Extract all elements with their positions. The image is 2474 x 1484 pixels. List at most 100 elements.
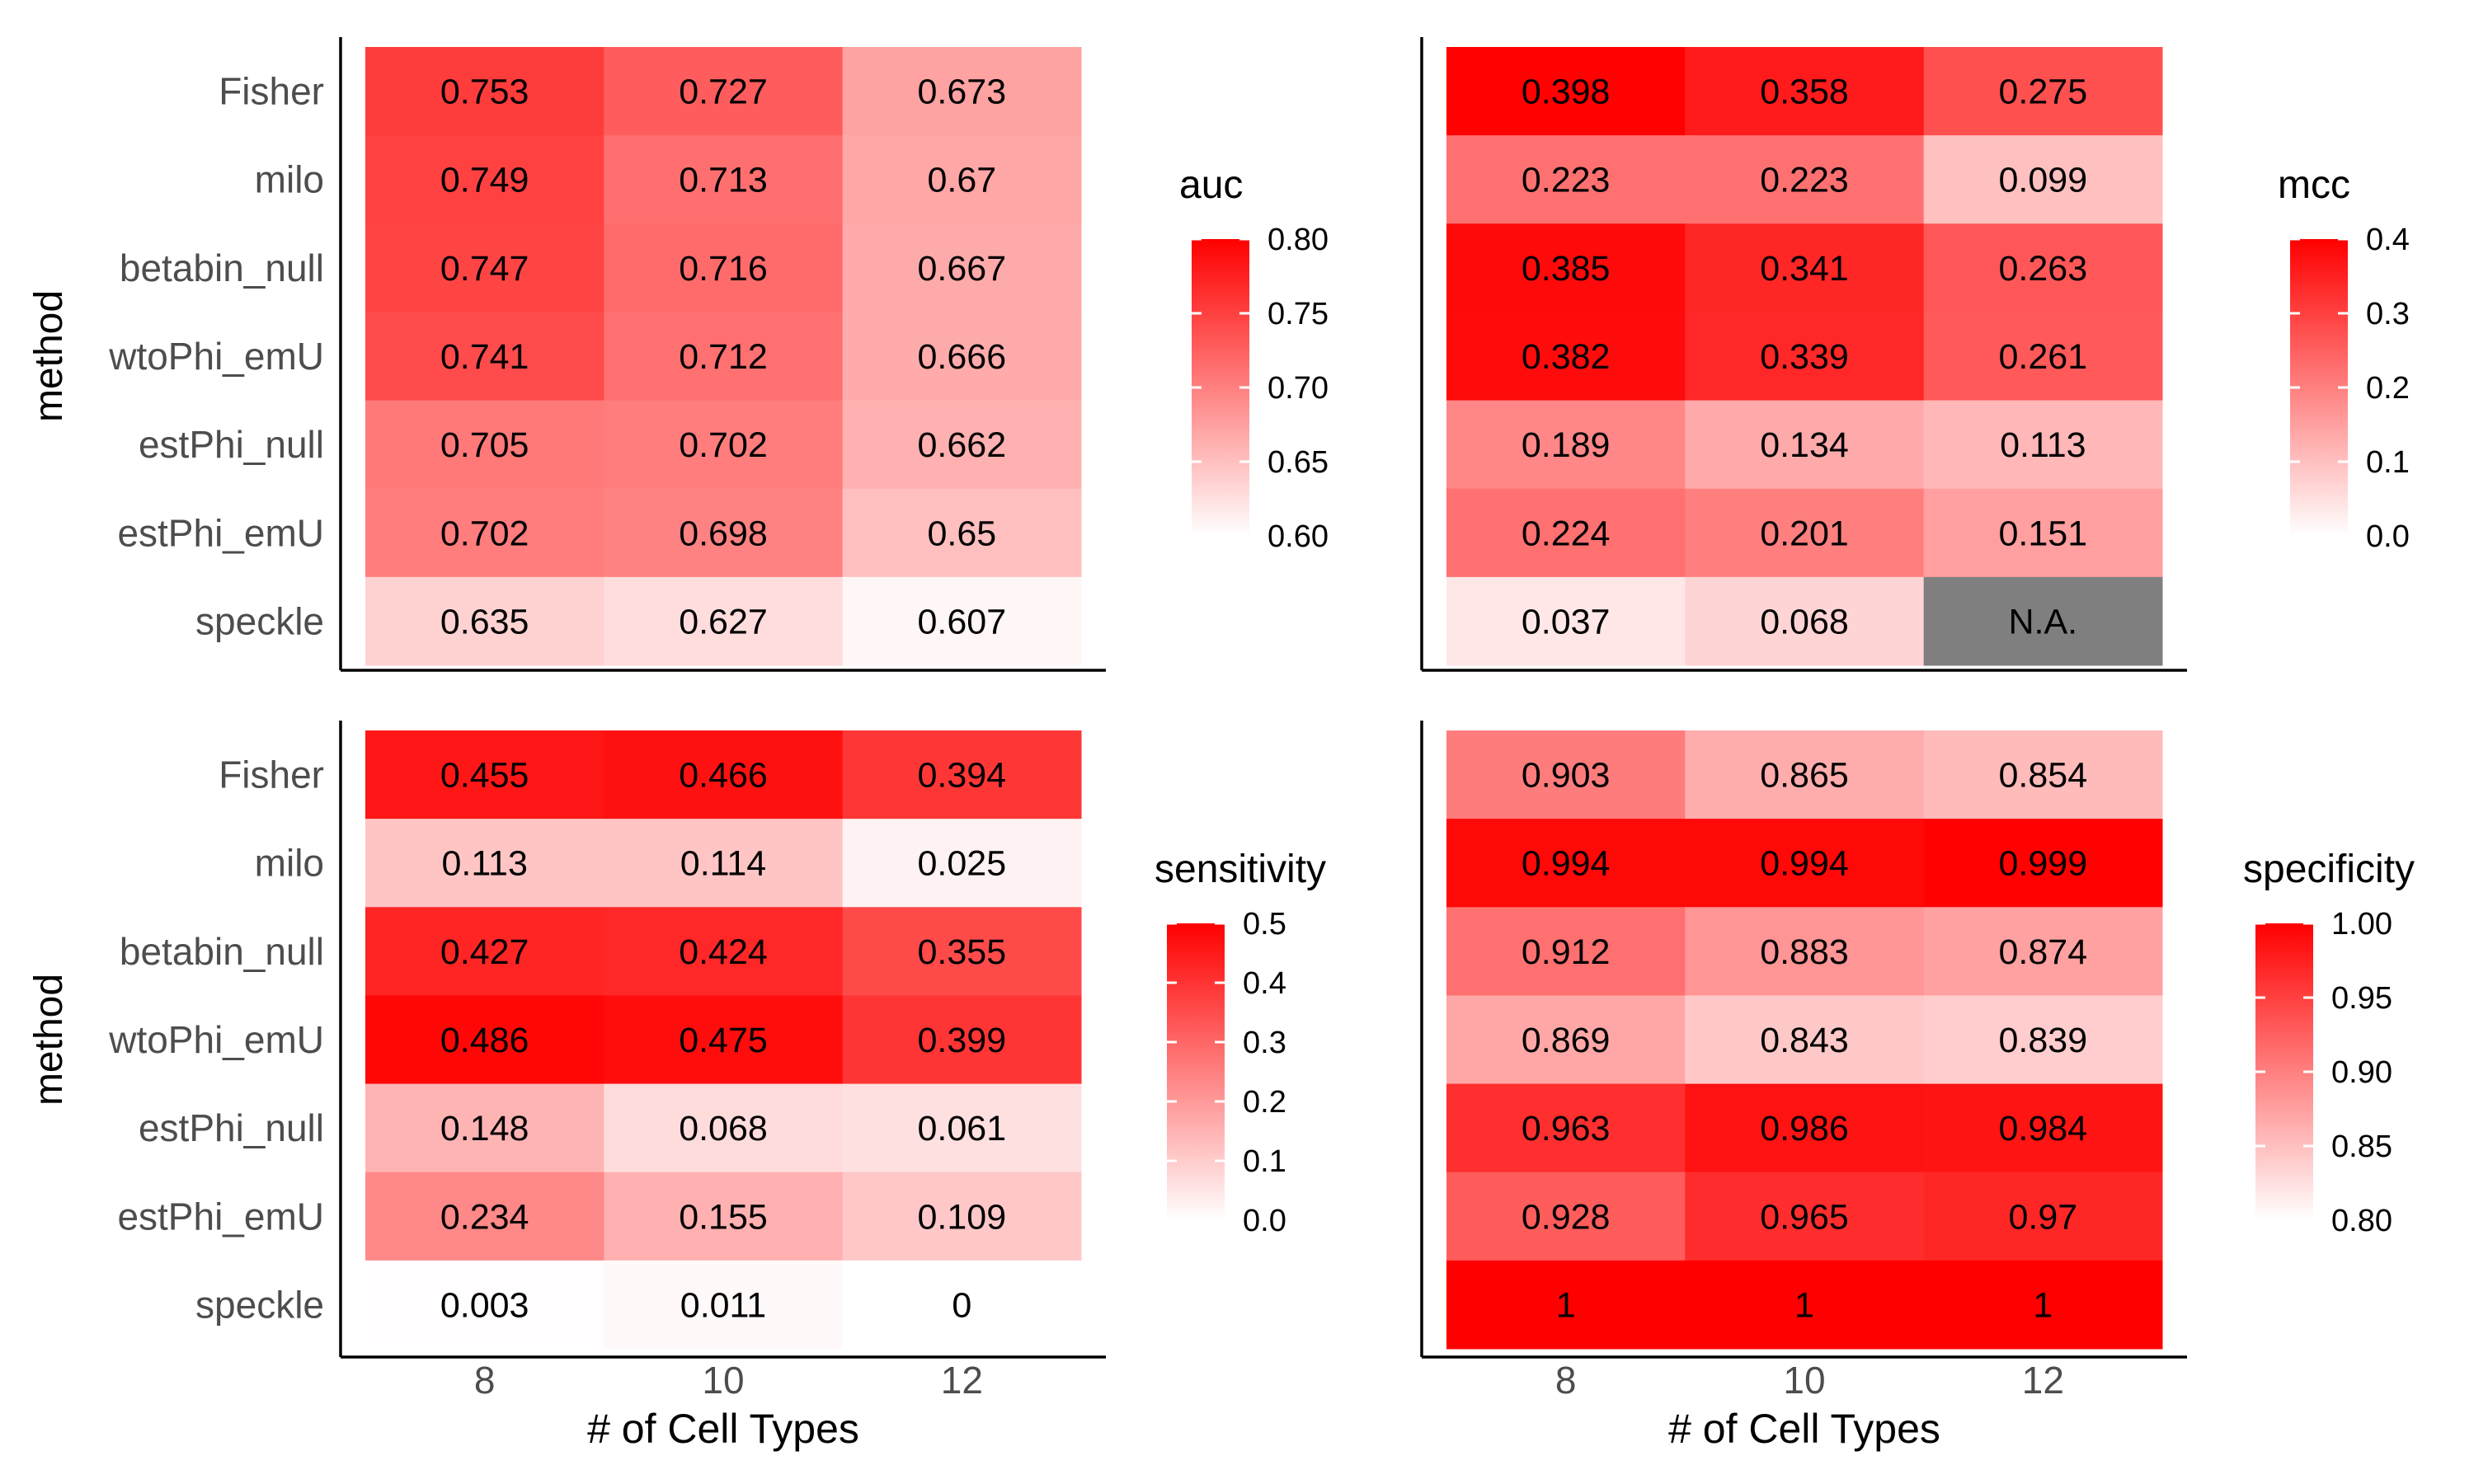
cell-value-label: 0	[952, 1285, 971, 1325]
heatmap-cell	[1685, 312, 1925, 402]
y-tick-label: wtoPhi_emU	[108, 335, 324, 378]
cell-value-label: 0.223	[1760, 161, 1849, 200]
heatmap-cell	[1923, 819, 2163, 908]
cell-value-label: 0.341	[1760, 249, 1849, 289]
cell-value-label: 0.713	[679, 161, 768, 200]
cell-value-label: 0.986	[1760, 1109, 1849, 1148]
heatmap-cell	[604, 576, 844, 666]
y-axis-title: method	[27, 974, 71, 1106]
heatmap-cell	[842, 1172, 1082, 1261]
cell-value-label: 0.134	[1760, 425, 1849, 465]
legend-tick-label: 0.85	[2331, 1129, 2392, 1164]
cell-value-label: N.A.	[2009, 602, 2078, 641]
cell-value-label: 0.727	[679, 73, 768, 112]
heatmap-cell	[1446, 819, 1686, 908]
cell-value-label: 0.201	[1760, 514, 1849, 553]
cell-value-label: 0.355	[918, 932, 1007, 972]
heatmap-cell	[1685, 576, 1925, 666]
heatmap-cell	[842, 1083, 1082, 1173]
heatmap-cell	[604, 1260, 844, 1350]
heatmap-cell	[365, 907, 604, 996]
heatmap-cell	[842, 907, 1082, 996]
y-tick-label: Fisher	[219, 754, 324, 796]
heatmap-cell	[365, 400, 604, 490]
heatmap-cell	[365, 1172, 604, 1261]
legend-title: specificity	[2243, 848, 2415, 891]
heatmap-cell	[1446, 1260, 1686, 1350]
legend-tick-label: 0.5	[1243, 907, 1286, 942]
x-axis-title: # of Cell Types	[1668, 1406, 1940, 1452]
heatmap-cell	[604, 1083, 844, 1173]
cell-value-label: 0.099	[1999, 161, 2088, 200]
heatmap-cell	[1446, 135, 1686, 224]
heatmap-cell	[365, 488, 604, 578]
heatmap-cell	[1446, 488, 1686, 578]
heatmap-cell	[842, 223, 1082, 312]
cell-value-label: 0.698	[679, 514, 768, 553]
cell-value-label: 0.928	[1522, 1197, 1611, 1237]
heatmap-cell	[1446, 730, 1686, 819]
heatmap-cell	[842, 1260, 1082, 1350]
y-tick-label: milo	[255, 842, 324, 885]
cell-value-label: 0.113	[441, 844, 527, 884]
heatmap-cell	[1923, 1172, 2163, 1261]
heatmap-cell	[604, 907, 844, 996]
heatmap-cell	[842, 995, 1082, 1085]
heatmap-cell	[842, 730, 1082, 819]
heatmap-cell	[365, 1083, 604, 1173]
cell-value-label: 1	[1556, 1285, 1576, 1325]
heatmap-cell	[604, 47, 844, 136]
cell-value-label: 0.702	[440, 514, 529, 553]
heatmap-cell	[1923, 1260, 2163, 1350]
heatmap-cell	[1446, 400, 1686, 490]
legend-tick-label: 0.3	[1243, 1026, 1286, 1060]
cell-value-label: 0.068	[679, 1109, 768, 1148]
y-tick-label: estPhi_emU	[117, 1195, 324, 1237]
cell-value-label: 0.741	[440, 337, 529, 377]
cell-value-label: 0.385	[1522, 249, 1611, 289]
legend-title: sensitivity	[1155, 848, 1326, 891]
heatmap-cell	[365, 135, 604, 224]
heatmap-cell	[1685, 1083, 1925, 1173]
heatmap-cell	[1923, 907, 2163, 996]
cell-value-label: 0.843	[1760, 1021, 1849, 1060]
heatmap-cell	[365, 1260, 604, 1350]
cell-value-label: 0.753	[440, 73, 529, 112]
x-tick-label: 12	[2022, 1359, 2064, 1402]
cell-value-label: 0.716	[679, 249, 768, 289]
heatmap-cell	[1923, 1083, 2163, 1173]
heatmap-cell	[604, 400, 844, 490]
panel-specificity: 0.903 0.865 0.854 0.994 0.994 0.999 0.912 0.883…	[1420, 721, 2415, 1452]
legend-tick-label: 0.1	[1243, 1144, 1286, 1179]
legend-tick-label: 0.75	[1268, 297, 1329, 331]
cell-value-label: 0.839	[1999, 1021, 2088, 1060]
legend-tick-label: 0.70	[1268, 371, 1329, 406]
heatmap-cell	[604, 135, 844, 224]
cell-value-label: 0.025	[918, 844, 1007, 884]
cell-value-label: 0.475	[679, 1021, 768, 1060]
cell-value-label: 0.398	[1522, 73, 1611, 112]
panel-mcc: 0.398 0.358 0.275 0.223 0.223 0.099 0.385 0.341…	[1420, 37, 2410, 672]
legend-title: mcc	[2278, 163, 2350, 207]
heatmap-cell	[1923, 400, 2163, 490]
legend-tick-label: 0.0	[1243, 1204, 1286, 1238]
heatmap-cell	[604, 312, 844, 402]
cell-value-label: 0.673	[918, 73, 1007, 112]
y-tick-label: speckle	[195, 1283, 324, 1326]
heatmap-cell	[365, 312, 604, 402]
heatmap-cell	[1923, 488, 2163, 578]
heatmap-cell	[1685, 223, 1925, 312]
y-tick-label: estPhi_null	[139, 1106, 324, 1149]
legend-tick-label: 0.65	[1268, 445, 1329, 480]
heatmap-cell	[842, 576, 1082, 666]
heatmap-cell	[1923, 576, 2163, 666]
cell-value-label: 0.865	[1760, 756, 1849, 796]
cell-value-label: 0.424	[679, 932, 768, 972]
heatmap-cell	[604, 1172, 844, 1261]
heatmap-cell	[1685, 1260, 1925, 1350]
panel-sensitivity: 0.455 0.466 0.394 0.113 0.114 0.025 0.427 0.424…	[27, 721, 1326, 1452]
cell-value-label: 0.994	[1522, 844, 1611, 884]
cell-value-label: 0.486	[440, 1021, 529, 1060]
heatmap-cell	[1446, 1083, 1686, 1173]
heatmap-cell	[1446, 1172, 1686, 1261]
